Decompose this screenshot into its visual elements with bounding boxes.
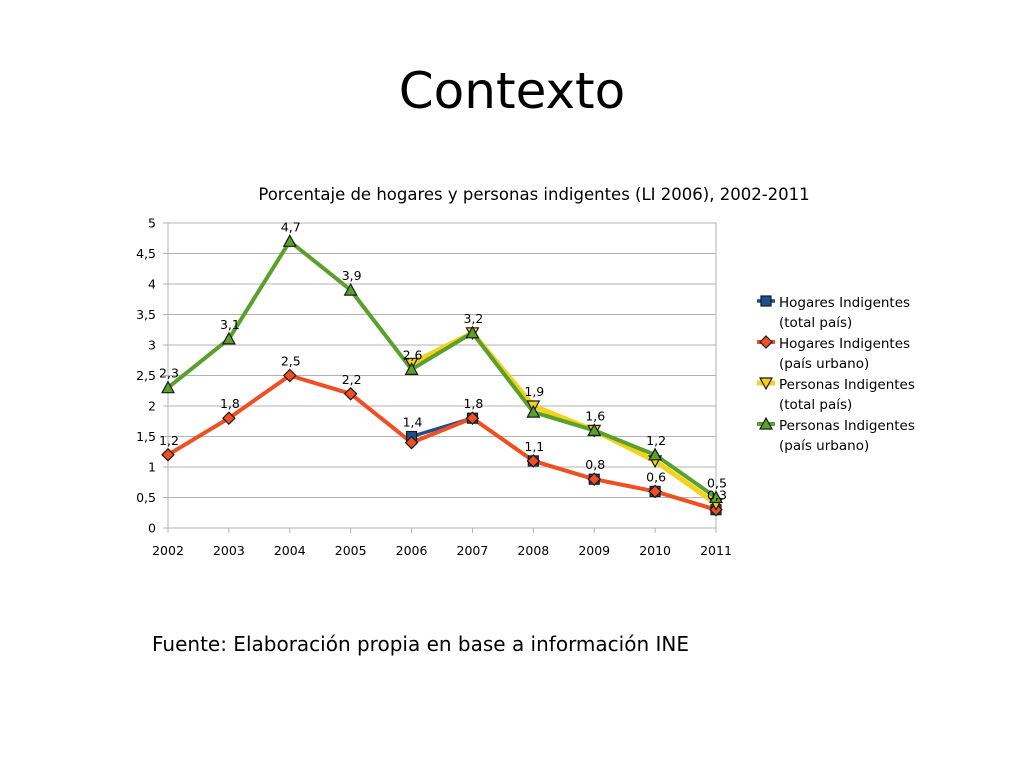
series-2-data-label: 1,1 bbox=[524, 439, 544, 454]
x-tick-label: 2002 bbox=[152, 543, 184, 558]
x-tick-label: 2006 bbox=[396, 543, 428, 558]
series-4-point bbox=[708, 490, 724, 504]
data-labels: 1,4 1,8 1,2 1,8 2,5 2,2 1,1 0,8 0,6 0,3 1,9 2,3 3,1 4… bbox=[159, 219, 727, 502]
legend-entry-4-label: Personas Indigentes bbox=[779, 418, 915, 434]
series-2-point bbox=[161, 447, 175, 462]
series-2-data-label: 2,2 bbox=[342, 372, 362, 387]
series-2-data-label: 0,6 bbox=[646, 469, 666, 484]
legend-entry-3-label: (total país) bbox=[779, 397, 852, 413]
y-tick-label: 4,5 bbox=[136, 246, 156, 261]
series-2-data-label: 2,5 bbox=[281, 354, 301, 369]
y-tick-label: 4 bbox=[148, 277, 156, 292]
chart-grid bbox=[163, 222, 717, 533]
source-note: Fuente: Elaboración propia en base a inf… bbox=[152, 632, 689, 656]
series-2-data-label: 1,8 bbox=[220, 396, 240, 411]
series-2-point bbox=[526, 454, 541, 468]
series-2-point bbox=[648, 484, 662, 499]
legend-entry-3: Personas Indigentes (total país) bbox=[757, 377, 915, 413]
x-tick-label: 2007 bbox=[457, 543, 489, 558]
series-4-point bbox=[526, 404, 541, 418]
series-2-point bbox=[404, 435, 419, 450]
legend-entry-1-label: Hogares Indigentes bbox=[779, 295, 910, 311]
y-tick-label: 5 bbox=[148, 216, 156, 231]
series-2-point bbox=[222, 411, 236, 426]
series-2-point bbox=[465, 411, 480, 426]
x-tick-label: 2010 bbox=[639, 543, 671, 558]
legend-entry-2-label: Hogares Indigentes bbox=[779, 336, 910, 352]
series-4-data-label: 3,1 bbox=[220, 317, 240, 332]
series-4-data-label: 3,2 bbox=[463, 311, 483, 326]
y-tick-label: 3,5 bbox=[136, 307, 156, 322]
series-3-data-label: 1,9 bbox=[524, 384, 544, 399]
series-4-point bbox=[587, 423, 602, 436]
series-4-data-label: 3,9 bbox=[342, 268, 362, 283]
y-tick-label: 0,5 bbox=[136, 490, 156, 505]
series-2-data-label: 0,8 bbox=[585, 457, 605, 472]
y-tick-label: 0 bbox=[148, 521, 156, 536]
series-4-data-label: 2,3 bbox=[159, 366, 179, 381]
series-markers bbox=[160, 234, 724, 517]
series-2-point bbox=[282, 368, 297, 383]
series-3-line bbox=[410, 330, 718, 506]
legend-entry-2: Hogares Indigentes (país urbano) bbox=[757, 335, 910, 372]
legend-entry-4-label: (país urbano) bbox=[779, 438, 869, 454]
series-lines bbox=[166, 239, 718, 512]
legend-entry-4: Personas Indigentes (país urbano) bbox=[757, 416, 915, 454]
chart-title: Porcentaje de hogares y personas indigen… bbox=[258, 185, 809, 204]
legend-entry-2-marker bbox=[759, 335, 773, 349]
y-tick-label: 1,5 bbox=[136, 429, 156, 444]
series-4-data-label: 0,5 bbox=[707, 476, 727, 491]
series-2-data-label: 0,3 bbox=[707, 488, 727, 503]
legend-entry-4-marker bbox=[758, 416, 774, 430]
legend-entry-3-label: Personas Indigentes bbox=[779, 377, 915, 393]
legend-entry-1-label: (total país) bbox=[779, 315, 852, 331]
series-4-line bbox=[166, 239, 718, 500]
series-4-point bbox=[465, 325, 480, 339]
legend-entry-1: Hogares Indigentes (total país) bbox=[757, 295, 910, 331]
series-1-data-label: 1,4 bbox=[403, 415, 423, 430]
y-tick-label: 1 bbox=[148, 460, 156, 475]
series-4-point bbox=[282, 234, 297, 247]
series-4-point bbox=[221, 331, 236, 345]
x-tick-label: 2011 bbox=[700, 543, 732, 558]
x-tick-label: 2004 bbox=[274, 543, 306, 558]
x-axis-ticks: 2002 2003 2004 2005 2006 2007 2008 2009 2010 2011 bbox=[152, 543, 732, 558]
slide-title: Contexto bbox=[398, 62, 626, 120]
series-4-data-label: 1,2 bbox=[646, 433, 666, 448]
y-tick-label: 3 bbox=[148, 338, 156, 353]
series-2-line bbox=[166, 373, 717, 512]
series-4-data-label: 4,7 bbox=[281, 219, 301, 234]
y-tick-label: 2,5 bbox=[136, 368, 156, 383]
series-4-point bbox=[404, 362, 419, 375]
y-axis-ticks: 0 0,5 1 1,5 2 2,5 3 3,5 4 4,5 5 bbox=[136, 216, 156, 536]
series-1-data-label: 1,8 bbox=[463, 396, 483, 411]
chart-legend: Hogares Indigentes(total país)Hogares In… bbox=[757, 295, 915, 454]
legend-entry-1-marker bbox=[760, 295, 772, 307]
series-2-point bbox=[587, 472, 602, 487]
series-4-point bbox=[343, 282, 358, 296]
series-2-data-label: 1,2 bbox=[159, 433, 179, 448]
series-4-point bbox=[160, 380, 176, 394]
x-tick-label: 2005 bbox=[335, 543, 367, 558]
series-4-data-label: 1,6 bbox=[585, 408, 605, 423]
series-4-point bbox=[648, 447, 663, 461]
series-2-point bbox=[343, 386, 358, 401]
legend-entry-2-label: (país urbano) bbox=[779, 356, 869, 372]
legend-entry-3-marker bbox=[758, 377, 774, 391]
x-tick-label: 2008 bbox=[517, 543, 549, 558]
y-tick-label: 2 bbox=[148, 399, 156, 414]
x-tick-label: 2003 bbox=[213, 543, 245, 558]
series-4-data-label: 2,6 bbox=[403, 347, 423, 362]
x-tick-label: 2009 bbox=[578, 543, 610, 558]
